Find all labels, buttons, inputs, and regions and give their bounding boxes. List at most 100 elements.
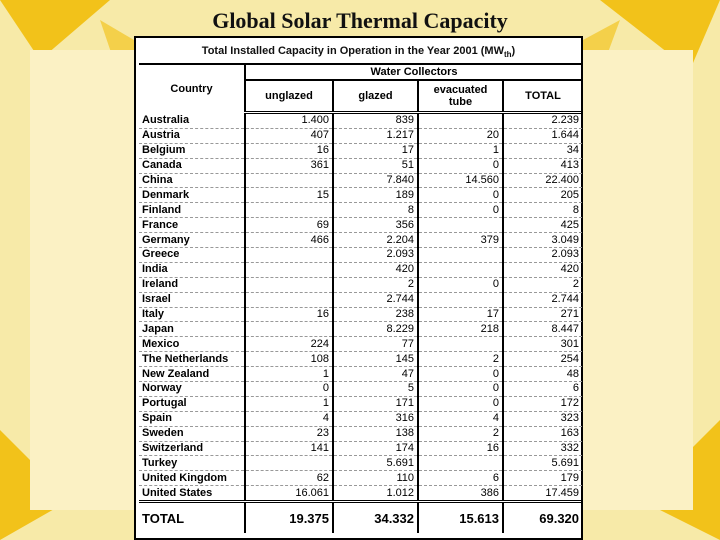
table-row: Japan 8.229 218 8.447 (139, 321, 583, 338)
table-row: Denmark 15 189 0 205 (139, 187, 583, 204)
evacuated-tube-cell: 6 (418, 470, 504, 487)
country-cell: France (139, 217, 246, 234)
glazed-cell: 238 (333, 307, 419, 323)
evacuated-tube-cell: 379 (418, 232, 504, 249)
table-row: Finland 8 0 8 (139, 202, 583, 219)
table-row: Mexico 224 77 301 (139, 336, 583, 353)
unglazed-cell: 141 (245, 441, 334, 457)
glazed-cell: 8 (333, 202, 419, 219)
unglazed-column-header: unglazed (245, 80, 334, 114)
table-row: Canada 361 51 0 413 (139, 158, 583, 174)
glazed-cell: 839 (333, 112, 419, 129)
total-evacuated-tube: 15.613 (418, 500, 504, 534)
country-cell: India (139, 262, 246, 278)
country-cell: Switzerland (139, 441, 246, 457)
header-row-columns: unglazed glazed evacuated tube TOTAL (139, 80, 583, 114)
glazed-cell: 420 (333, 262, 419, 278)
unglazed-cell: 4 (245, 411, 334, 427)
table-caption: Total Installed Capacity in Operation in… (139, 41, 578, 63)
glazed-cell: 2.204 (333, 232, 419, 249)
total-cell: 1.644 (503, 128, 583, 144)
country-cell: Australia (139, 112, 246, 129)
country-cell: Finland (139, 202, 246, 219)
glazed-cell: 5.691 (333, 455, 419, 472)
unglazed-cell: 1.400 (245, 112, 334, 129)
table-row: New Zealand 1 47 0 48 (139, 366, 583, 383)
evacuated-tube-cell: 218 (418, 321, 504, 338)
glazed-cell: 145 (333, 351, 419, 368)
glazed-cell: 5 (333, 381, 419, 397)
total-total: 69.320 (503, 500, 583, 534)
table-row: France 69 356 425 (139, 217, 583, 234)
unglazed-cell: 466 (245, 232, 334, 249)
glazed-cell: 110 (333, 470, 419, 487)
unglazed-cell (245, 202, 334, 219)
total-cell: 5.691 (503, 455, 583, 472)
glazed-cell: 8.229 (333, 321, 419, 338)
unglazed-cell: 1 (245, 366, 334, 383)
glazed-cell: 171 (333, 396, 419, 412)
glazed-cell: 316 (333, 411, 419, 427)
total-cell: 2 (503, 277, 583, 293)
glazed-cell: 7.840 (333, 173, 419, 189)
table-row: Israel 2.744 2.744 (139, 292, 583, 308)
evacuated-tube-cell: 0 (418, 366, 504, 383)
table-row: Italy 16 238 17 271 (139, 307, 583, 323)
total-cell: 17.459 (503, 485, 583, 503)
glazed-cell: 51 (333, 158, 419, 174)
country-cell: Germany (139, 232, 246, 249)
country-cell: Norway (139, 381, 246, 397)
unglazed-cell (245, 292, 334, 308)
evacuated-tube-cell (418, 112, 504, 129)
total-cell: 34 (503, 143, 583, 159)
evacuated-tube-cell: 0 (418, 396, 504, 412)
unglazed-cell: 16 (245, 307, 334, 323)
caption-text: Total Installed Capacity in Operation in… (201, 45, 504, 57)
country-cell: Israel (139, 292, 246, 308)
evacuated-tube-cell (418, 262, 504, 278)
country-cell: Italy (139, 307, 246, 323)
evacuated-tube-cell (418, 217, 504, 234)
country-cell: United States (139, 485, 246, 503)
total-cell: 3.049 (503, 232, 583, 249)
unglazed-cell: 0 (245, 381, 334, 397)
total-cell: 48 (503, 366, 583, 383)
unglazed-cell: 1 (245, 396, 334, 412)
evacuated-tube-cell: 2 (418, 351, 504, 368)
evacuated-tube-cell (418, 292, 504, 308)
unglazed-cell: 15 (245, 187, 334, 204)
total-cell: 323 (503, 411, 583, 427)
table-row: United Kingdom 62 110 6 179 (139, 470, 583, 487)
country-cell: Spain (139, 411, 246, 427)
total-cell: 22.400 (503, 173, 583, 189)
total-cell: 8 (503, 202, 583, 219)
unglazed-cell (245, 262, 334, 278)
table-row: United States 16.061 1.012 386 17.459 (139, 485, 583, 503)
total-cell: 2.744 (503, 292, 583, 308)
table-row: Portugal 1 171 0 172 (139, 396, 583, 412)
caption-subscript: th (503, 50, 512, 60)
unglazed-cell (245, 173, 334, 189)
glazed-cell: 47 (333, 366, 419, 383)
table-row: Austria 407 1.217 20 1.644 (139, 128, 583, 144)
unglazed-cell: 224 (245, 336, 334, 353)
total-cell: 425 (503, 217, 583, 234)
unglazed-cell: 407 (245, 128, 334, 144)
evacuated-tube-cell: 386 (418, 485, 504, 503)
evacuated-tube-cell: 16 (418, 441, 504, 457)
table-row: The Netherlands 108 145 2 254 (139, 351, 583, 368)
evacuated-tube-cell: 0 (418, 158, 504, 174)
glazed-column-header: glazed (333, 80, 419, 114)
water-collectors-header: Water Collectors (245, 63, 583, 81)
unglazed-cell (245, 277, 334, 293)
glazed-cell: 2.744 (333, 292, 419, 308)
glazed-cell: 77 (333, 336, 419, 353)
country-cell: Belgium (139, 143, 246, 159)
evacuated-tube-cell (418, 455, 504, 472)
country-cell: China (139, 173, 246, 189)
country-cell: The Netherlands (139, 351, 246, 368)
total-column-header: TOTAL (503, 80, 583, 114)
table-row: Spain 4 316 4 323 (139, 411, 583, 427)
total-glazed: 34.332 (333, 500, 419, 534)
evacuated-tube-cell: 14.560 (418, 173, 504, 189)
